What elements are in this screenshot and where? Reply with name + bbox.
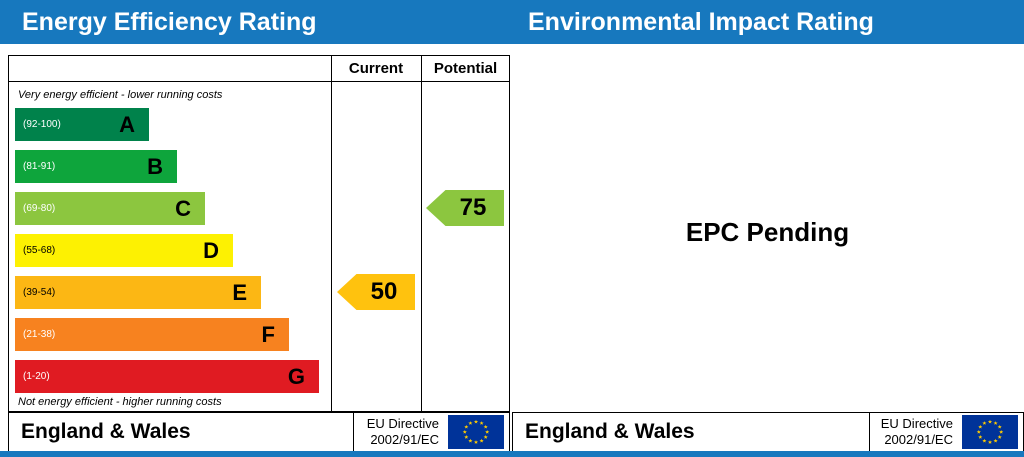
potential-column-header: Potential — [433, 60, 498, 77]
environmental-impact-title: Environmental Impact Rating — [528, 8, 874, 36]
band-f-range: (21-38) — [23, 329, 56, 340]
environmental-impact-panel: EPC Pending — [512, 55, 1023, 410]
footer-region-label: England & Wales — [525, 420, 695, 443]
potential-column-divider — [421, 56, 422, 411]
footer-divider — [353, 413, 354, 451]
band-a: (92-100) A — [15, 108, 149, 141]
current-column-divider — [331, 56, 332, 411]
potential-rating-value: 75 — [459, 194, 487, 221]
band-c-letter: C — [175, 195, 191, 221]
potential-rating-arrow: 75 — [426, 190, 504, 226]
band-d-letter: D — [203, 237, 219, 263]
band-b-range: (81-91) — [23, 161, 56, 172]
footer-environmental: England & Wales EU Directive 2002/91/EC — [512, 412, 1024, 452]
column-header-row — [9, 56, 509, 82]
band-a-letter: A — [119, 111, 135, 137]
current-rating-arrow: 50 — [337, 274, 415, 310]
eu-directive-label: EU Directive 2002/91/EC — [881, 416, 953, 449]
band-f: (21-38) F — [15, 318, 289, 351]
band-g: (1-20) G — [15, 360, 319, 393]
current-rating-value: 50 — [370, 278, 398, 305]
caption-very-efficient: Very energy efficient - lower running co… — [18, 89, 223, 101]
band-b-letter: B — [147, 153, 163, 179]
band-e-letter: E — [232, 279, 247, 305]
eu-directive-line2: 2002/91/EC — [370, 432, 439, 447]
eu-flag-icon — [962, 415, 1018, 449]
energy-efficiency-chart: Current Potential Very energy efficient … — [8, 55, 510, 412]
eu-flag-icon — [448, 415, 504, 449]
caption-not-efficient: Not energy efficient - higher running co… — [18, 396, 222, 408]
band-f-letter: F — [261, 321, 275, 347]
band-a-range: (92-100) — [23, 119, 61, 130]
eu-directive-label: EU Directive 2002/91/EC — [367, 416, 439, 449]
band-g-letter: G — [287, 363, 305, 389]
band-b: (81-91) B — [15, 150, 177, 183]
footer-divider — [869, 413, 870, 451]
epc-pending-status: EPC Pending — [685, 217, 850, 247]
rating-bands: (92-100) A (81-91) B (69-80) C (55-68) D… — [15, 108, 319, 402]
current-column-header: Current — [348, 60, 404, 77]
eu-directive-line1: EU Directive — [366, 415, 439, 431]
band-c-range: (69-80) — [23, 203, 56, 214]
band-d-range: (55-68) — [23, 245, 56, 256]
eu-directive-line1: EU Directive — [880, 415, 953, 431]
bottom-accent-strip — [0, 451, 1024, 457]
footer-energy: England & Wales EU Directive 2002/91/EC — [8, 412, 510, 452]
footer-region-label: England & Wales — [21, 420, 191, 443]
band-e-range: (39-54) — [23, 287, 56, 298]
band-d: (55-68) D — [15, 234, 233, 267]
eu-directive-line2: 2002/91/EC — [884, 432, 953, 447]
band-c: (69-80) C — [15, 192, 205, 225]
header-bar — [0, 0, 1024, 44]
energy-efficiency-title: Energy Efficiency Rating — [22, 8, 317, 36]
band-e: (39-54) E — [15, 276, 261, 309]
band-g-range: (1-20) — [23, 371, 50, 382]
